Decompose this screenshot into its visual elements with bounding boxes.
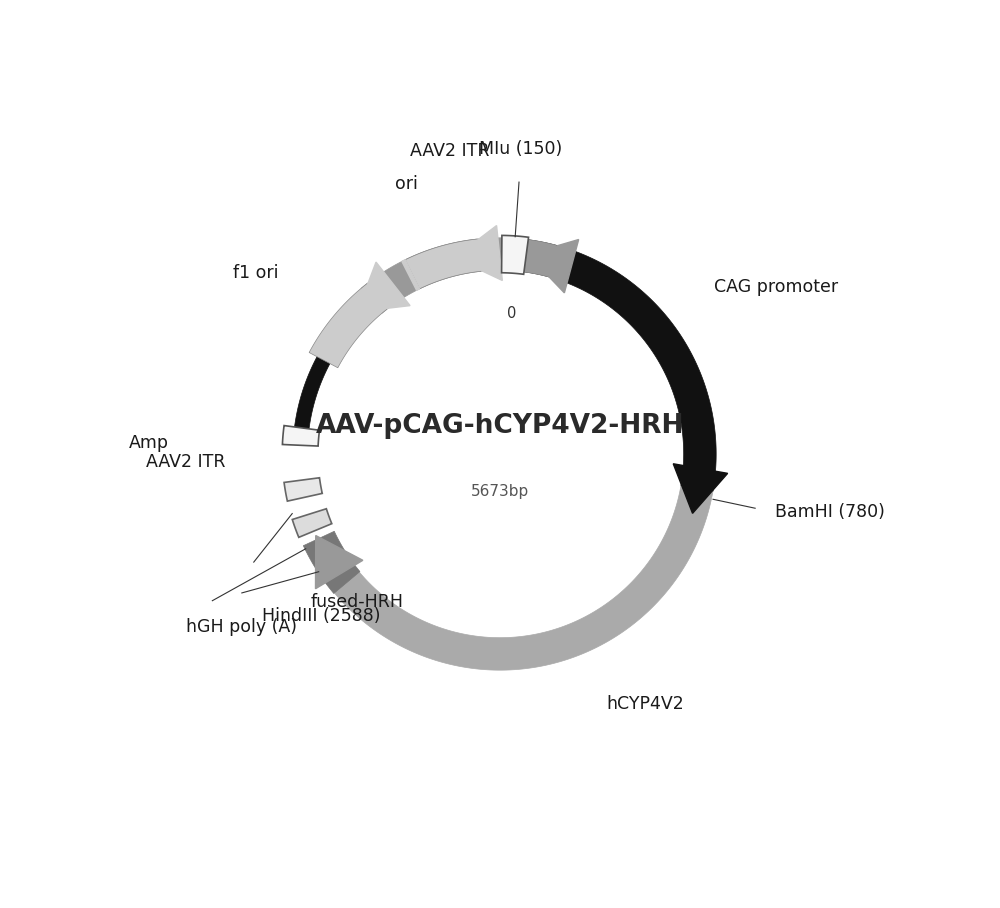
Text: fused-HRH: fused-HRH — [311, 593, 404, 611]
Text: HindIII (2588): HindIII (2588) — [262, 607, 381, 625]
Text: AAV2 ITR: AAV2 ITR — [410, 143, 490, 161]
Polygon shape — [282, 426, 319, 446]
Text: hGH poly (A): hGH poly (A) — [186, 618, 297, 637]
Polygon shape — [284, 478, 322, 501]
Polygon shape — [513, 239, 716, 491]
Polygon shape — [313, 486, 713, 670]
Polygon shape — [361, 238, 556, 313]
Polygon shape — [303, 531, 360, 594]
Text: f1 ori: f1 ori — [233, 264, 278, 282]
Text: 0: 0 — [507, 306, 517, 321]
Text: CAG promoter: CAG promoter — [714, 278, 838, 296]
Polygon shape — [357, 262, 410, 311]
Polygon shape — [673, 464, 728, 513]
Text: ori: ori — [395, 174, 418, 192]
Polygon shape — [292, 508, 332, 538]
Polygon shape — [528, 240, 579, 293]
Text: hCYP4V2: hCYP4V2 — [606, 696, 684, 713]
Polygon shape — [316, 536, 363, 588]
Text: BamHI (780): BamHI (780) — [775, 503, 885, 521]
Polygon shape — [309, 283, 387, 368]
Text: Amp: Amp — [129, 434, 169, 452]
Text: 5673bp: 5673bp — [471, 484, 529, 499]
Polygon shape — [502, 235, 529, 274]
Polygon shape — [402, 260, 419, 291]
Polygon shape — [454, 225, 502, 281]
Text: MIu (150): MIu (150) — [479, 140, 562, 158]
Polygon shape — [294, 295, 376, 438]
Polygon shape — [405, 239, 481, 289]
Text: AAV-pCAG-hCYP4V2-HRH: AAV-pCAG-hCYP4V2-HRH — [316, 413, 684, 439]
Text: AAV2 ITR: AAV2 ITR — [146, 453, 225, 471]
